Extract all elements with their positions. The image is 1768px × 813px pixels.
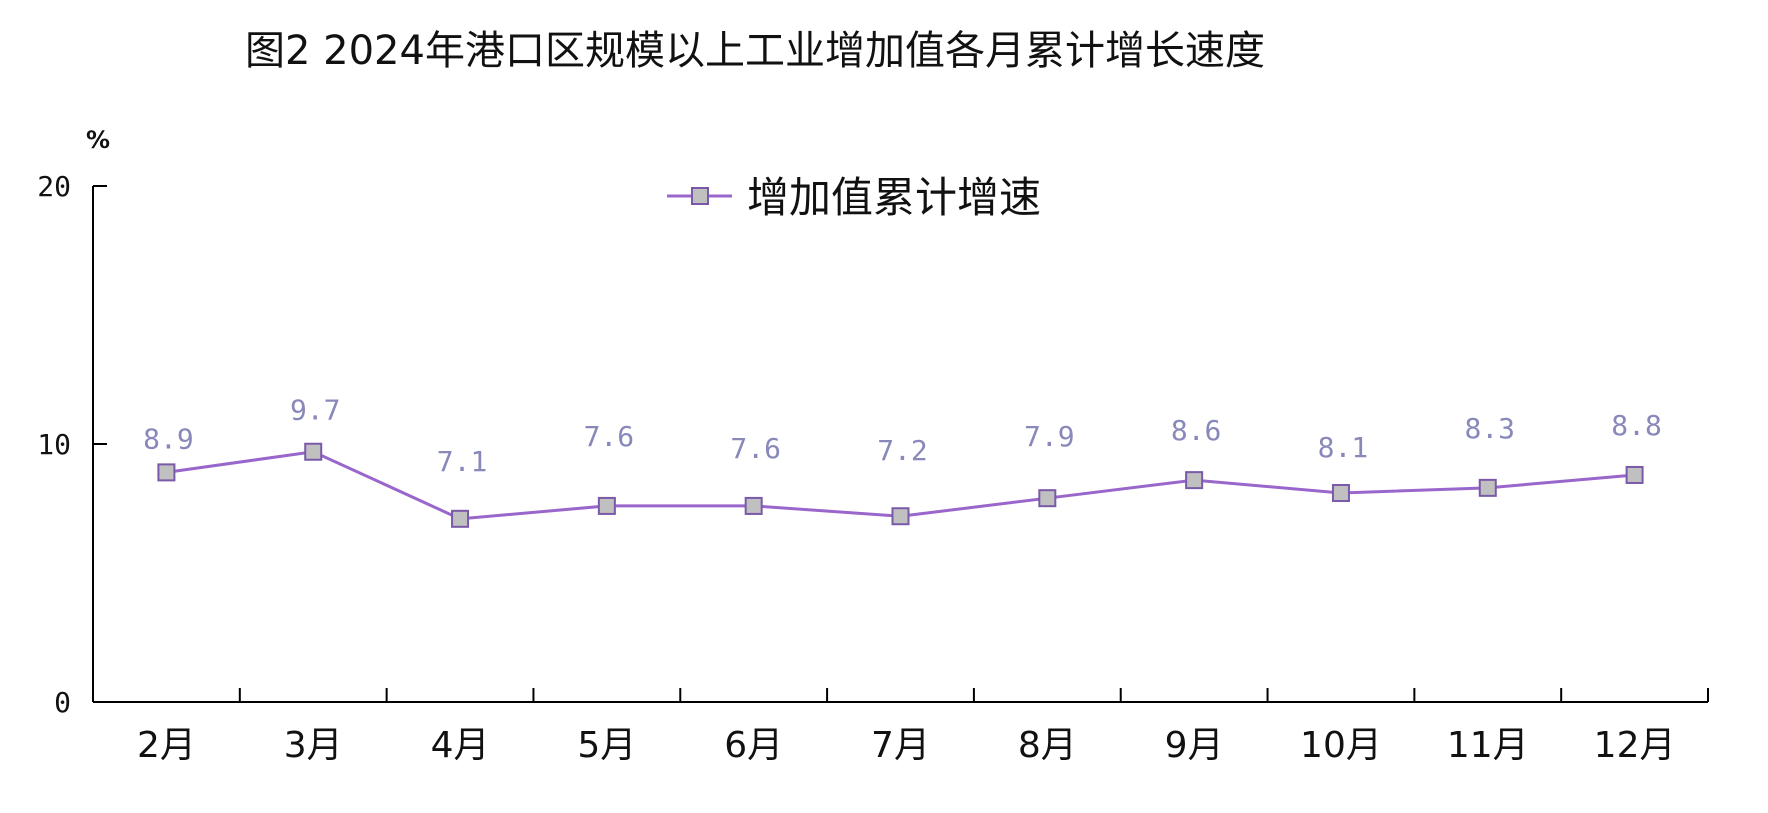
data-point-marker: [744, 496, 763, 515]
data-point-marker: [1478, 478, 1497, 497]
x-tick-label: 5月: [577, 725, 636, 766]
x-tick-label: 4月: [431, 725, 490, 766]
x-tick-label: 3月: [284, 725, 343, 766]
data-label: 8.3: [1464, 412, 1515, 445]
data-point-marker: [451, 509, 470, 528]
x-tick-label: 10月: [1300, 725, 1382, 766]
data-label: 7.2: [877, 434, 928, 467]
data-point-marker: [1185, 471, 1204, 490]
data-labels: 8.9 9.7 7.1 7.6 7.6 7.2 7.9 8.6 8.1 8.3 8.8: [143, 394, 1662, 478]
data-label: 8.1: [1318, 431, 1369, 464]
data-label: 7.6: [730, 432, 781, 465]
data-label: 8.8: [1611, 409, 1662, 442]
data-label: 7.6: [584, 420, 635, 453]
data-point-marker: [1331, 484, 1350, 503]
y-tick-label: 0: [54, 686, 71, 719]
x-tick-labels: 2月 3月 4月 5月 6月 7月 8月 9月 10月 11月 12月: [137, 725, 1676, 766]
x-tick-label: 12月: [1594, 725, 1676, 766]
chart-title-group: 图2 2024年港口区规模以上工业增加值各月累计增长速度: [245, 28, 1265, 74]
x-tick-label: 9月: [1165, 725, 1224, 766]
x-tick-label: 2月: [137, 725, 196, 766]
y-tick-labels: 0 10 20: [37, 170, 71, 719]
chart-title: 图2 2024年港口区规模以上工业增加值各月累计增长速度: [245, 28, 1265, 74]
data-point-marker: [157, 463, 176, 482]
data-point-marker: [1038, 489, 1057, 508]
legend-label: 增加值累计增速: [747, 173, 1041, 222]
data-point-marker: [597, 496, 616, 515]
legend: 增加值累计增速: [667, 173, 1041, 222]
series-group: [157, 442, 1644, 528]
y-tick-label: 10: [37, 428, 71, 461]
y-axis-unit-label: %: [86, 126, 110, 154]
data-label: 7.1: [437, 445, 488, 478]
axes: [92, 185, 1709, 703]
x-tick-label: 7月: [871, 725, 930, 766]
data-label: 7.9: [1024, 420, 1075, 453]
y-tick-label: 20: [37, 170, 71, 203]
data-label: 8.9: [143, 422, 194, 455]
x-tick-label: 6月: [724, 725, 783, 766]
data-point-marker: [1625, 465, 1644, 484]
x-tick-label: 8月: [1018, 725, 1077, 766]
legend-marker-swatch: [691, 187, 709, 205]
data-label: 9.7: [290, 394, 341, 427]
data-point-marker: [891, 507, 910, 526]
x-tick-label: 11月: [1447, 725, 1529, 766]
data-label: 8.6: [1171, 414, 1222, 447]
data-point-marker: [304, 442, 323, 461]
